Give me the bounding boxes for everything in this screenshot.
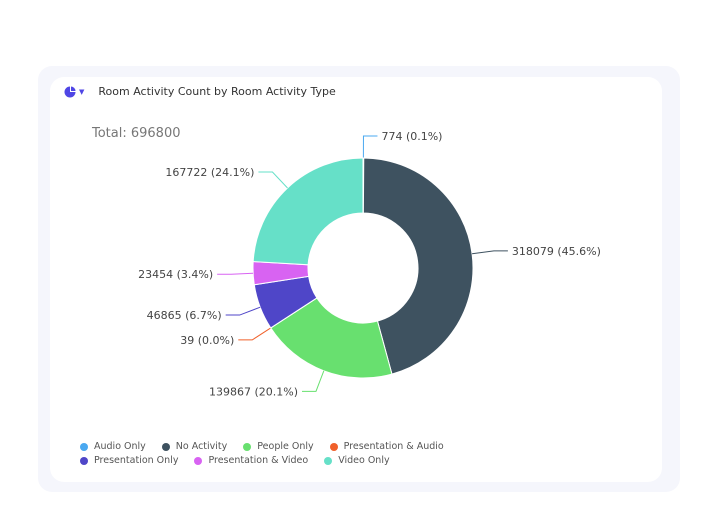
chart-card [50,77,662,482]
data-label: 139867 (20.1%) [209,385,298,398]
slice-no-activity[interactable] [362,157,474,375]
pie-chart-icon[interactable]: ▼ [64,86,84,98]
leader-line [362,135,378,159]
legend-item[interactable]: Audio Only [80,441,146,452]
leader-line [258,171,288,189]
leader-line [301,370,325,392]
legend-item[interactable]: People Only [243,441,314,452]
legend-dot-icon [243,442,252,451]
leader-line [217,272,254,275]
data-label: 774 (0.1%) [381,130,442,143]
legend-item[interactable]: Presentation Only [80,455,178,466]
chart-title: Room Activity Count by Room Activity Typ… [98,85,336,98]
legend-dot-icon [80,442,88,451]
leader-line [225,306,261,316]
chart-header: ▼ Room Activity Count by Room Activity T… [64,85,336,98]
legend: Audio Only No Activity People Only Presenta… [80,441,550,466]
legend-dot-icon [161,442,170,451]
data-label: 318079 (45.6%) [512,245,601,258]
data-label: 39 (0.0%) [180,334,234,347]
legend-dot-icon [329,442,338,451]
data-label: 23454 (3.4%) [138,268,213,281]
data-label: 167722 (24.1%) [165,166,254,179]
chevron-down-icon: ▼ [79,87,85,96]
legend-label: People Only [257,441,314,452]
legend-label: Presentation Only [94,455,179,466]
legend-label: Audio Only [94,441,146,452]
legend-dot-icon [80,456,88,465]
legend-item[interactable]: No Activity [161,441,228,452]
legend-item[interactable]: Presentation & Audio [329,441,444,452]
legend-item[interactable]: Video Only [324,455,390,466]
total-label: Total: 696800 [92,126,181,141]
leader-line [238,327,272,341]
legend-label: No Activity [175,441,228,452]
slice-video-only[interactable] [252,157,364,266]
legend-label: Presentation & Audio [343,441,444,452]
data-label: 46865 (6.7%) [147,309,222,322]
legend-dot-icon [194,456,203,465]
legend-label: Presentation & Video [208,455,309,466]
legend-dot-icon [324,456,333,465]
legend-item[interactable]: Presentation & Video [194,455,308,466]
legend-label: Video Only [338,455,390,466]
leader-line [472,250,508,255]
